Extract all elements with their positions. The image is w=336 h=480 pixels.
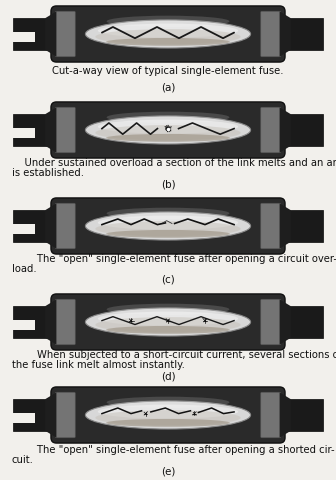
Ellipse shape bbox=[107, 17, 229, 28]
Text: When subjected to a short-circuit current, several sections of: When subjected to a short-circuit curren… bbox=[12, 349, 336, 359]
FancyBboxPatch shape bbox=[51, 7, 285, 63]
Polygon shape bbox=[13, 225, 35, 235]
FancyBboxPatch shape bbox=[55, 300, 75, 345]
Text: The "open" single-element fuse after opening a shorted cir-: The "open" single-element fuse after ope… bbox=[12, 444, 335, 454]
Text: The "open" single-element fuse after opening a circuit over-: The "open" single-element fuse after ope… bbox=[12, 253, 336, 264]
Ellipse shape bbox=[95, 410, 241, 426]
Text: cuit.: cuit. bbox=[12, 454, 34, 464]
Polygon shape bbox=[274, 19, 323, 51]
Polygon shape bbox=[274, 399, 323, 431]
Ellipse shape bbox=[98, 216, 238, 230]
Ellipse shape bbox=[85, 308, 251, 336]
Ellipse shape bbox=[85, 401, 251, 429]
Polygon shape bbox=[45, 204, 56, 249]
FancyBboxPatch shape bbox=[55, 393, 75, 438]
FancyBboxPatch shape bbox=[261, 204, 281, 249]
Ellipse shape bbox=[98, 120, 238, 134]
Text: Cut-a-way view of typical single-element fuse.: Cut-a-way view of typical single-element… bbox=[52, 66, 284, 76]
Ellipse shape bbox=[98, 405, 238, 419]
Ellipse shape bbox=[106, 39, 230, 47]
Text: (c): (c) bbox=[161, 275, 175, 285]
Text: (a): (a) bbox=[161, 83, 175, 93]
Text: is established.: is established. bbox=[12, 168, 84, 178]
Polygon shape bbox=[274, 115, 323, 147]
Polygon shape bbox=[13, 399, 62, 431]
Polygon shape bbox=[274, 306, 323, 338]
Polygon shape bbox=[13, 19, 62, 51]
Ellipse shape bbox=[85, 21, 251, 49]
Polygon shape bbox=[45, 300, 56, 345]
FancyBboxPatch shape bbox=[55, 204, 75, 249]
Polygon shape bbox=[13, 33, 35, 43]
FancyBboxPatch shape bbox=[51, 387, 285, 443]
Polygon shape bbox=[13, 115, 62, 147]
FancyBboxPatch shape bbox=[261, 108, 281, 154]
Polygon shape bbox=[280, 12, 291, 58]
Polygon shape bbox=[45, 12, 56, 58]
Ellipse shape bbox=[95, 317, 241, 333]
FancyBboxPatch shape bbox=[55, 12, 75, 58]
Polygon shape bbox=[274, 211, 323, 242]
FancyBboxPatch shape bbox=[261, 393, 281, 438]
Ellipse shape bbox=[106, 326, 230, 334]
Polygon shape bbox=[280, 204, 291, 249]
Polygon shape bbox=[13, 306, 62, 338]
Ellipse shape bbox=[106, 419, 230, 427]
FancyBboxPatch shape bbox=[51, 199, 285, 254]
Ellipse shape bbox=[107, 304, 229, 315]
Text: Under sustained overload a section of the link melts and an arc: Under sustained overload a section of th… bbox=[12, 157, 336, 168]
Ellipse shape bbox=[98, 312, 238, 326]
Ellipse shape bbox=[106, 135, 230, 143]
Polygon shape bbox=[13, 414, 35, 423]
FancyBboxPatch shape bbox=[261, 12, 281, 58]
Polygon shape bbox=[45, 393, 56, 438]
Ellipse shape bbox=[95, 222, 241, 237]
Text: the fuse link melt almost instantly.: the fuse link melt almost instantly. bbox=[12, 359, 185, 369]
FancyBboxPatch shape bbox=[51, 294, 285, 350]
Ellipse shape bbox=[95, 30, 241, 46]
FancyBboxPatch shape bbox=[261, 300, 281, 345]
Polygon shape bbox=[13, 211, 62, 242]
FancyBboxPatch shape bbox=[55, 108, 75, 154]
Text: (e): (e) bbox=[161, 466, 175, 476]
Ellipse shape bbox=[85, 117, 251, 145]
Ellipse shape bbox=[95, 126, 241, 141]
Ellipse shape bbox=[107, 112, 229, 124]
Polygon shape bbox=[13, 129, 35, 139]
Polygon shape bbox=[280, 300, 291, 345]
FancyBboxPatch shape bbox=[51, 103, 285, 159]
Polygon shape bbox=[13, 321, 35, 330]
Polygon shape bbox=[45, 108, 56, 153]
Ellipse shape bbox=[107, 397, 229, 408]
Polygon shape bbox=[280, 108, 291, 153]
Ellipse shape bbox=[98, 24, 238, 38]
Ellipse shape bbox=[106, 230, 230, 238]
Ellipse shape bbox=[85, 213, 251, 240]
Text: load.: load. bbox=[12, 264, 37, 274]
Ellipse shape bbox=[107, 208, 229, 219]
Polygon shape bbox=[280, 393, 291, 438]
Text: (d): (d) bbox=[161, 371, 175, 381]
Text: (b): (b) bbox=[161, 180, 175, 190]
